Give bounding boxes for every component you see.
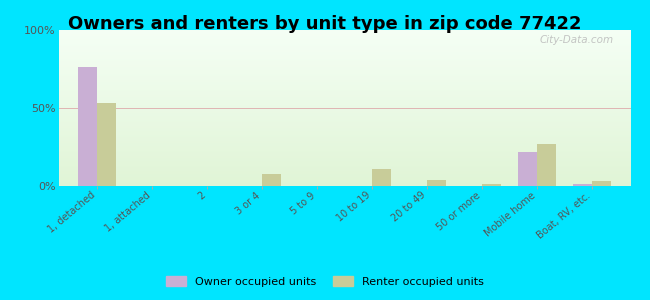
- Text: City-Data.com: City-Data.com: [540, 35, 614, 45]
- Bar: [97, 103, 116, 186]
- Bar: [592, 181, 611, 186]
- Bar: [78, 68, 97, 186]
- Bar: [518, 152, 537, 186]
- Bar: [262, 173, 281, 186]
- Bar: [372, 169, 391, 186]
- Bar: [537, 144, 556, 186]
- Bar: [427, 180, 447, 186]
- Text: Owners and renters by unit type in zip code 77422: Owners and renters by unit type in zip c…: [68, 15, 582, 33]
- Bar: [573, 184, 592, 186]
- Legend: Owner occupied units, Renter occupied units: Owner occupied units, Renter occupied un…: [162, 272, 488, 291]
- Bar: [482, 184, 501, 186]
